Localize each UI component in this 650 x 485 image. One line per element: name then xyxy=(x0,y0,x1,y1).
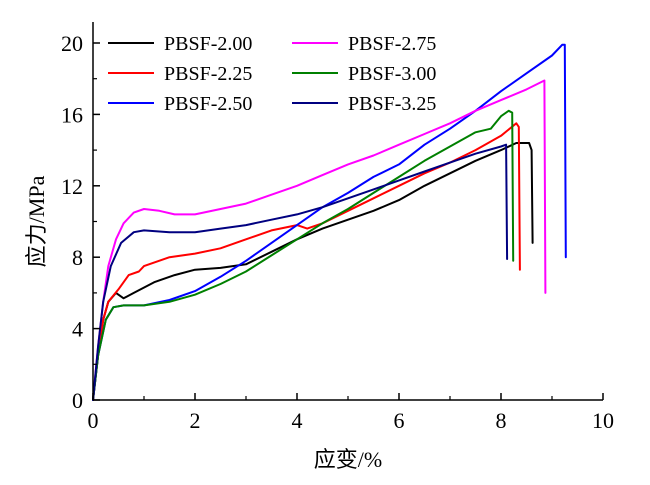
legend-label: PBSF-2.00 xyxy=(164,33,252,55)
x-tick-label: 6 xyxy=(394,408,405,433)
y-tick-label: 8 xyxy=(72,245,83,270)
legend-label: PBSF-2.75 xyxy=(348,33,436,55)
y-tick-label: 4 xyxy=(72,317,83,342)
x-axis-title: 应变/% xyxy=(314,447,382,472)
legend: PBSF-2.00 PBSF-2.25 PBSF-2.50 PBSF-2.75 PBSF… xyxy=(108,33,436,115)
series-line-pbsf-2.00 xyxy=(92,142,534,401)
y-tick-label: 12 xyxy=(61,174,83,199)
series-line-pbsf-2.75 xyxy=(92,79,547,401)
legend-label: PBSF-2.25 xyxy=(164,63,252,85)
series-layer xyxy=(92,43,567,401)
x-tick-label: 4 xyxy=(292,408,303,433)
legend-label: PBSF-3.00 xyxy=(348,63,436,85)
y-tick-label: 16 xyxy=(61,102,83,127)
legend-label: PBSF-2.50 xyxy=(164,93,252,115)
x-tick-label: 2 xyxy=(190,408,201,433)
series-line-pbsf-2.25 xyxy=(92,122,521,401)
x-tick-label: 10 xyxy=(592,408,614,433)
ticks-layer: 0 2 4 6 8 10 0 4 8 12 16 20 xyxy=(61,31,614,433)
series-line-pbsf-3.00 xyxy=(92,109,515,401)
series-line-pbsf-3.25 xyxy=(92,143,509,401)
x-tick-label: 8 xyxy=(496,408,507,433)
y-tick-label: 20 xyxy=(61,31,83,56)
y-tick-label: 0 xyxy=(72,388,83,413)
legend-label: PBSF-3.25 xyxy=(348,93,436,115)
y-axis-title: 应力/MPa xyxy=(24,175,49,267)
x-tick-label: 0 xyxy=(88,408,99,433)
